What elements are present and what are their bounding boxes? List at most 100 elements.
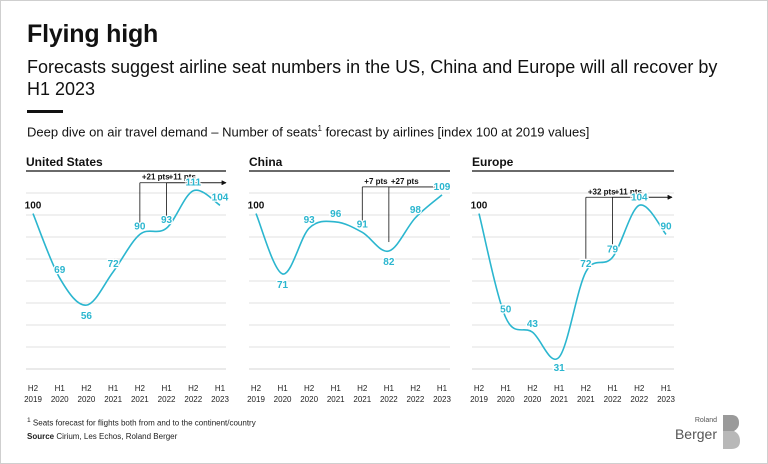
data-label: 93: [304, 215, 316, 226]
change-annotation: +7 pts: [364, 177, 388, 186]
x-tick-label-half: H2: [634, 384, 645, 393]
x-tick-label-year: 2023: [433, 395, 451, 404]
x-tick-label-year: 2020: [300, 395, 318, 404]
logo-text-berger: Berger: [674, 426, 717, 442]
data-label: 90: [660, 221, 672, 232]
data-label: 96: [330, 209, 342, 220]
x-tick-label-year: 2021: [353, 395, 371, 404]
x-tick-label-half: H2: [251, 384, 262, 393]
x-tick-label-half: H1: [161, 384, 172, 393]
data-label: 72: [108, 259, 120, 270]
page-subtitle: Forecasts suggest airline seat numbers i…: [27, 57, 718, 99]
x-tick-label-year: 2019: [24, 395, 42, 404]
x-tick-label-year: 2022: [380, 395, 398, 404]
footnote-mark: 1: [27, 417, 31, 424]
x-tick-label-half: H1: [661, 384, 672, 393]
x-tick-label-half: H1: [108, 384, 119, 393]
data-label: 100: [25, 201, 42, 212]
description-text: Deep dive on air travel demand – Number …: [27, 124, 318, 140]
x-tick-label-half: H1: [437, 384, 448, 393]
x-tick-label-half: H2: [188, 384, 199, 393]
panel-title: China: [249, 155, 283, 169]
footnote-text: Seats forecast for flights both from and…: [30, 418, 256, 428]
data-label: 43: [527, 319, 539, 330]
x-tick-label-half: H2: [527, 384, 538, 393]
x-tick-label-half: H2: [410, 384, 421, 393]
series-line: [478, 204, 667, 361]
roland-berger-logo: Roland Berger: [667, 415, 745, 453]
x-tick-label-half: H1: [215, 384, 226, 393]
x-tick-label-half: H1: [501, 384, 512, 393]
footnote: 1 Seats forecast for flights both from a…: [27, 417, 256, 428]
page-title: Flying high: [27, 20, 159, 48]
data-label: 82: [383, 257, 395, 268]
data-label: 69: [54, 265, 66, 276]
x-tick-label-year: 2021: [104, 395, 122, 404]
x-tick-label-year: 2021: [131, 395, 149, 404]
change-annotation: +21 pts: [142, 173, 170, 182]
description-footnote-mark: 1: [317, 124, 322, 133]
change-annotation: +32 pts: [588, 187, 616, 196]
source-note: Source Cirium, Les Echos, Roland Berger: [27, 432, 177, 441]
change-annotation: +11 pts: [615, 187, 643, 196]
data-label: 50: [500, 305, 512, 316]
data-label: 100: [248, 201, 265, 212]
x-tick-label-year: 2021: [577, 395, 595, 404]
data-label: 100: [471, 201, 488, 212]
logo-text-roland: Roland: [694, 417, 717, 424]
description-tail: forecast by airlines [index 100 at 2019 …: [321, 124, 590, 140]
title-accent-bar: [27, 110, 63, 113]
data-label: 91: [357, 219, 369, 230]
x-tick-label-year: 2023: [211, 395, 229, 404]
x-tick-label-half: H2: [81, 384, 92, 393]
x-tick-label-year: 2020: [78, 395, 96, 404]
series-line: [255, 194, 443, 275]
data-label: 72: [580, 259, 592, 270]
x-tick-label-half: H2: [135, 384, 146, 393]
x-tick-label-year: 2023: [657, 395, 675, 404]
panel-title: United States: [26, 155, 103, 169]
source-text: Cirium, Les Echos, Roland Berger: [54, 432, 178, 441]
data-label: 104: [212, 192, 229, 203]
x-tick-label-year: 2022: [407, 395, 425, 404]
data-label: 79: [607, 244, 619, 255]
data-label: 71: [277, 280, 289, 291]
panel-title: Europe: [472, 155, 514, 169]
data-label: 90: [134, 221, 146, 232]
x-tick-label-half: H2: [581, 384, 592, 393]
x-tick-label-year: 2020: [51, 395, 69, 404]
data-label: 93: [161, 215, 173, 226]
data-label: 104: [631, 192, 648, 203]
x-tick-label-year: 2022: [184, 395, 202, 404]
x-tick-label-year: 2019: [470, 395, 488, 404]
x-tick-label-half: H1: [607, 384, 618, 393]
x-tick-label-year: 2021: [550, 395, 568, 404]
x-tick-label-year: 2020: [274, 395, 292, 404]
x-tick-label-half: H2: [357, 384, 368, 393]
x-tick-label-year: 2022: [604, 395, 622, 404]
data-label: 98: [410, 205, 422, 216]
data-label: 109: [434, 182, 451, 193]
x-tick-label-half: H1: [55, 384, 66, 393]
x-tick-label-year: 2019: [247, 395, 265, 404]
data-label: 56: [81, 311, 93, 322]
chart-description: Deep dive on air travel demand – Number …: [27, 124, 589, 139]
x-tick-label-half: H1: [554, 384, 565, 393]
x-tick-label-half: H1: [331, 384, 342, 393]
x-tick-label-year: 2020: [497, 395, 515, 404]
x-tick-label-year: 2020: [524, 395, 542, 404]
data-label: 31: [554, 363, 566, 374]
x-tick-label-half: H2: [474, 384, 485, 393]
x-tick-label-half: H1: [277, 384, 288, 393]
data-label: 111: [185, 178, 201, 189]
logo-b-icon: [723, 415, 740, 449]
x-tick-label-year: 2022: [158, 395, 176, 404]
x-tick-label-year: 2022: [630, 395, 648, 404]
change-annotation: +27 pts: [391, 177, 419, 186]
x-tick-label-year: 2021: [327, 395, 345, 404]
x-tick-label-half: H1: [384, 384, 395, 393]
x-tick-label-half: H2: [304, 384, 315, 393]
x-tick-label-half: H2: [28, 384, 39, 393]
series-line: [32, 189, 221, 306]
